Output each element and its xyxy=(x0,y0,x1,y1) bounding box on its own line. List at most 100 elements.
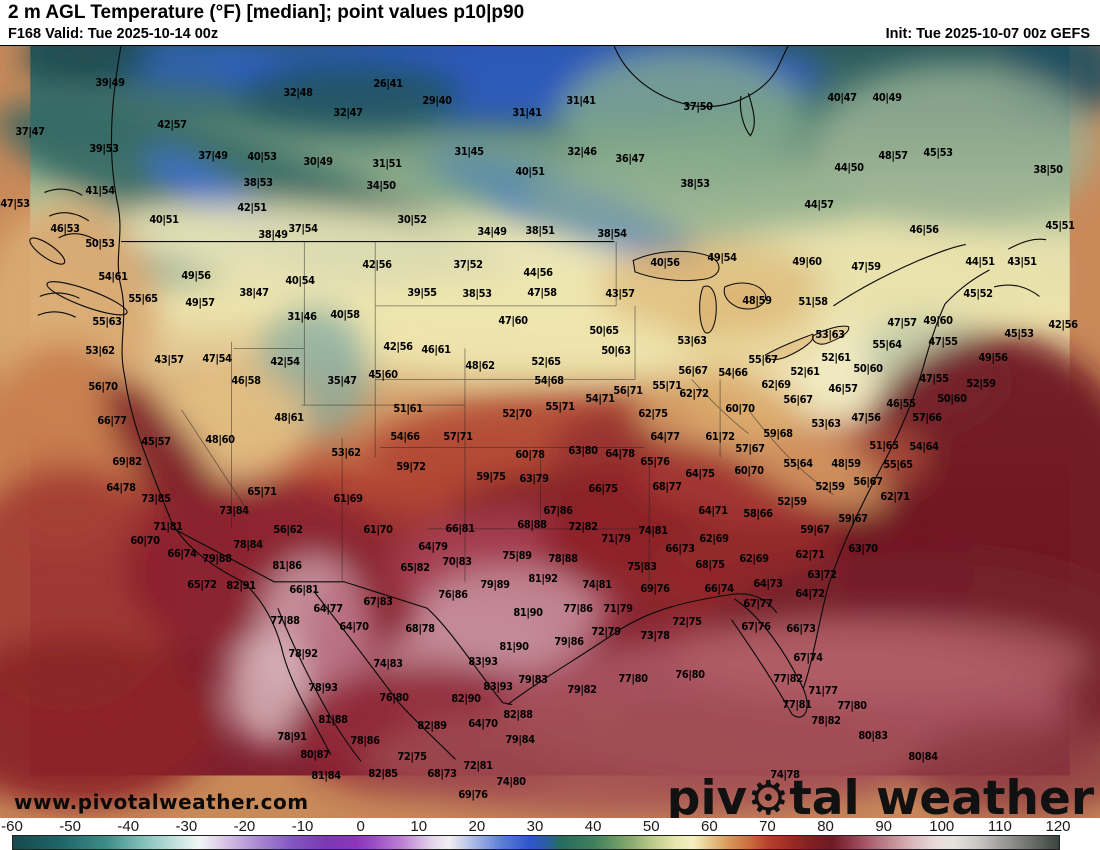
great-lakes xyxy=(632,250,850,360)
point-value: 78|82 xyxy=(811,713,841,727)
point-value: 38|49 xyxy=(258,227,288,241)
point-value: 64|73 xyxy=(753,576,783,590)
point-value: 40|56 xyxy=(650,255,680,269)
point-value: 52|61 xyxy=(790,364,820,378)
gear-icon: ⚙ xyxy=(747,771,790,818)
point-value: 42|56 xyxy=(362,257,392,271)
point-value: 64|71 xyxy=(698,503,728,517)
valid-time-label: F168 Valid: Tue 2025-10-14 00z xyxy=(8,26,219,42)
colorbar-tick: 100 xyxy=(929,818,955,835)
point-value: 48|59 xyxy=(831,456,861,470)
colorbar-tick: 110 xyxy=(987,818,1012,835)
point-value: 64|77 xyxy=(650,429,680,443)
point-value: 39|53 xyxy=(89,141,119,155)
point-value: 55|71 xyxy=(652,378,682,392)
point-value: 56|67 xyxy=(853,474,883,488)
point-value: 37|49 xyxy=(198,148,228,162)
point-value: 75|89 xyxy=(502,548,532,562)
point-value: 57|66 xyxy=(912,410,942,424)
point-value: 43|57 xyxy=(154,352,184,366)
point-value: 52|59 xyxy=(777,494,807,508)
point-value: 47|57 xyxy=(887,315,917,329)
point-value: 79|84 xyxy=(505,732,535,746)
point-value: 81|92 xyxy=(528,571,558,585)
point-value: 82|89 xyxy=(417,718,447,732)
point-value: 60|70 xyxy=(130,533,160,547)
colorbar-tick: -50 xyxy=(59,818,81,835)
point-value: 66|81 xyxy=(445,521,475,535)
temperature-blobs xyxy=(0,46,1100,817)
point-value: 66|73 xyxy=(665,541,695,555)
point-value: 63|79 xyxy=(519,471,549,485)
colorbar-tick: -40 xyxy=(117,818,140,835)
colorbar-tick: 50 xyxy=(642,818,660,835)
point-value: 38|53 xyxy=(462,286,492,300)
point-value: 81|88 xyxy=(318,712,348,726)
point-value: 56|67 xyxy=(678,363,708,377)
point-value: 56|62 xyxy=(273,522,303,536)
colorbar-tick: -20 xyxy=(233,818,256,835)
point-value: 56|71 xyxy=(613,383,643,397)
point-value: 46|56 xyxy=(909,222,939,236)
point-value: 49|60 xyxy=(923,313,953,327)
point-value: 55|64 xyxy=(783,456,813,470)
temperature-field xyxy=(0,46,1100,817)
point-value: 37|54 xyxy=(288,221,318,235)
point-value: 50|65 xyxy=(589,323,619,337)
point-value: 54|71 xyxy=(585,391,615,405)
colorbar-tick: -10 xyxy=(291,818,314,835)
coastlines xyxy=(29,46,1047,762)
brand-text-left: piv xyxy=(666,771,748,818)
point-value: 65|72 xyxy=(187,577,217,591)
point-value: 80|84 xyxy=(908,749,938,763)
colorbar-tick: 0 xyxy=(356,818,365,835)
point-value: 51|58 xyxy=(798,294,828,308)
point-value: 81|86 xyxy=(272,558,302,572)
point-value: 71|81 xyxy=(153,519,183,533)
point-value: 31|41 xyxy=(566,93,596,107)
point-value: 49|56 xyxy=(978,350,1008,364)
point-value: 40|58 xyxy=(330,307,360,321)
point-value: 55|65 xyxy=(128,291,158,305)
point-value: 46|61 xyxy=(421,342,451,356)
colorbar-tick: 30 xyxy=(526,818,544,835)
point-value: 47|56 xyxy=(851,410,881,424)
point-value: 74|80 xyxy=(496,774,526,788)
point-value: 83|93 xyxy=(483,679,513,693)
point-value: 60|78 xyxy=(515,447,545,461)
point-value: 34|49 xyxy=(477,224,507,238)
point-value: 52|59 xyxy=(966,376,996,390)
point-value: 38|53 xyxy=(243,175,273,189)
point-value: 64|72 xyxy=(795,586,825,600)
point-value: 52|65 xyxy=(531,354,561,368)
point-value: 47|55 xyxy=(919,371,949,385)
point-value: 78|93 xyxy=(308,680,338,694)
point-value: 68|75 xyxy=(695,557,725,571)
point-value: 72|82 xyxy=(568,519,598,533)
brand-watermark: piv⚙tal weather xyxy=(667,775,1094,818)
point-value: 76|80 xyxy=(675,667,705,681)
point-value: 67|74 xyxy=(793,650,823,664)
point-value: 72|79 xyxy=(591,624,621,638)
point-value: 68|73 xyxy=(427,766,457,780)
colorbar-tick: 120 xyxy=(1045,818,1071,835)
point-value: 78|86 xyxy=(350,733,380,747)
point-value: 69|76 xyxy=(640,581,670,595)
point-value: 45|53 xyxy=(1004,326,1034,340)
point-value: 62|71 xyxy=(880,489,910,503)
point-value: 54|64 xyxy=(909,439,939,453)
point-value: 68|78 xyxy=(405,621,435,635)
point-value: 46|53 xyxy=(50,221,80,235)
point-value: 64|75 xyxy=(685,466,715,480)
point-value: 42|54 xyxy=(270,354,300,368)
point-value: 58|66 xyxy=(743,506,773,520)
point-value: 78|88 xyxy=(548,551,578,565)
point-value: 47|55 xyxy=(928,334,958,348)
point-value: 57|67 xyxy=(735,441,765,455)
point-value: 64|70 xyxy=(339,619,369,633)
point-value: 47|60 xyxy=(498,313,528,327)
point-value: 79|82 xyxy=(567,682,597,696)
point-value: 53|63 xyxy=(811,416,841,430)
point-value: 80|87 xyxy=(300,747,330,761)
brand-text-right: tal weather xyxy=(789,771,1094,818)
